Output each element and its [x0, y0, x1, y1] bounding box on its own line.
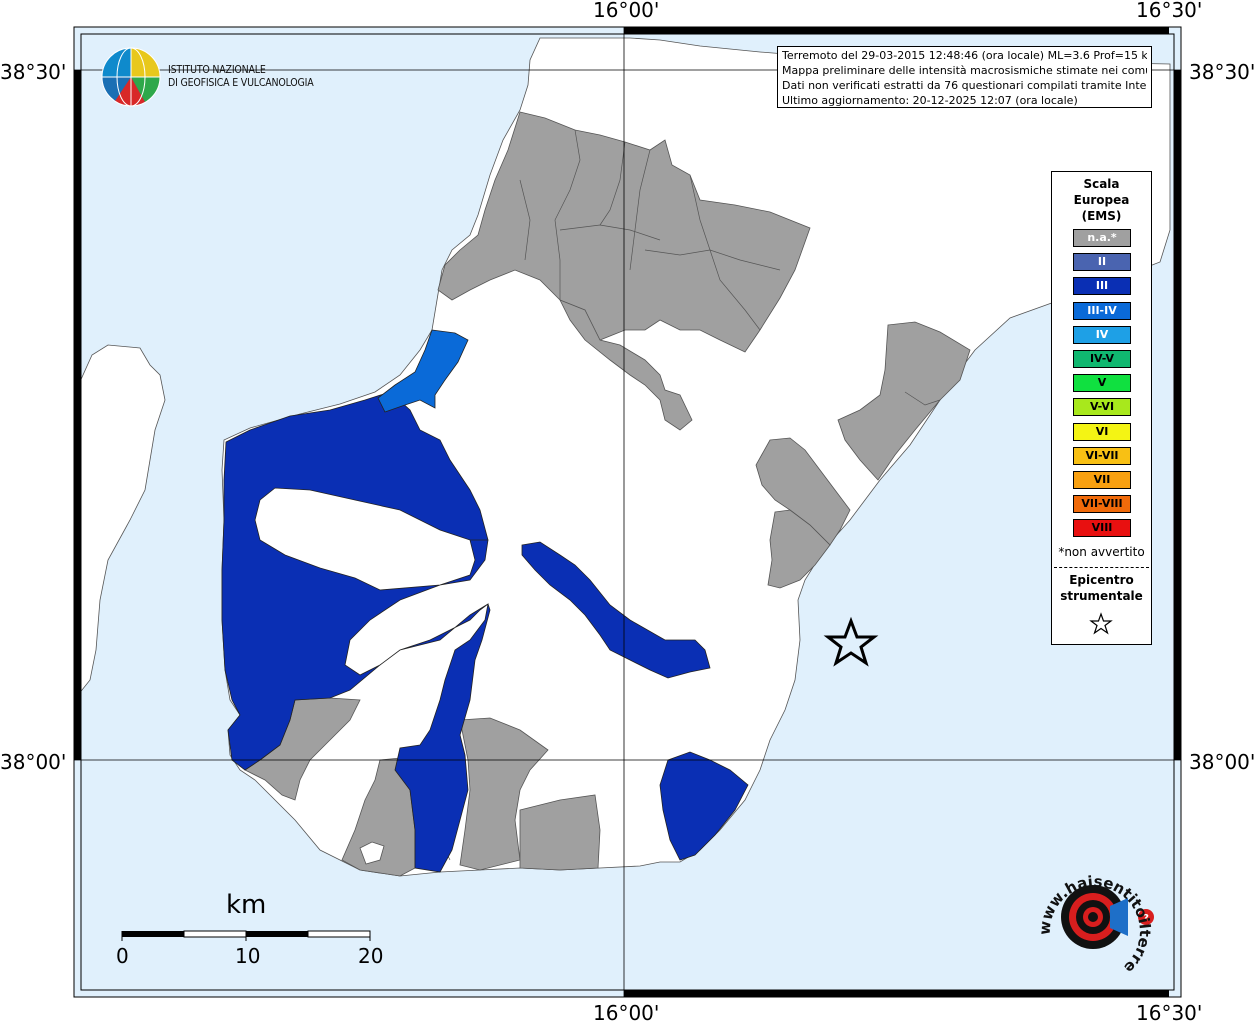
legend-separator	[1054, 567, 1149, 568]
legend-swatch: VI	[1073, 422, 1131, 441]
legend-epicenter-label: Epicentro strumentale	[1052, 572, 1151, 604]
legend-swatch: VIII	[1073, 519, 1131, 538]
ingv-logo-text: ISTITUTO NAZIONALE DI GEOFISICA E VULCAN…	[168, 64, 314, 90]
legend-swatch: IV	[1073, 325, 1131, 344]
lat-label-left-bottom: 38°00'	[0, 750, 67, 774]
legend-swatch: V-VI	[1073, 398, 1131, 417]
land-sicily	[73, 344, 166, 702]
scale-label-0: 0	[116, 944, 129, 968]
legend-swatch: III-IV	[1073, 301, 1131, 320]
legend-title-line-1: Scala	[1083, 177, 1120, 191]
island	[359, 841, 385, 865]
info-line-4: Ultimo aggiornamento: 20-12-2025 12:07 (…	[782, 94, 1078, 107]
legend-title: Scala Europea (EMS)	[1052, 176, 1151, 224]
logo-line-1: ISTITUTO NAZIONALE	[168, 64, 266, 76]
map-frame	[73, 26, 1182, 998]
municipal-boundaries	[429, 129, 941, 861]
legend-swatch: VII-VIII	[1073, 495, 1131, 514]
lon-label-bottom-right: 16°30'	[1136, 1001, 1203, 1025]
lon-label-top-left: 16°00'	[593, 0, 660, 22]
lat-label-left-top: 38°30'	[0, 60, 67, 84]
legend-epicenter-line-2: strumentale	[1060, 589, 1143, 603]
info-line-1: Terremoto del 29-03-2015 12:48:46 (ora l…	[782, 49, 1147, 62]
logo-line-2: DI GEOFISICA E VULCANOLOGIA	[168, 77, 314, 89]
ems-legend: Scala Europea (EMS) n.a.* II III III-IV IV IV…	[1051, 171, 1152, 645]
svg-text:?: ?	[1143, 913, 1149, 924]
lon-label-top-right: 16°30'	[1136, 0, 1203, 22]
ingv-logo-icon	[101, 47, 161, 107]
lon-label-bottom-left: 16°00'	[593, 1001, 660, 1025]
legend-swatch: V	[1073, 374, 1131, 393]
legend-swatch: III	[1073, 277, 1131, 296]
epicenter-star-icon	[823, 616, 879, 667]
legend-star-icon	[1089, 612, 1113, 635]
info-line-2: Mappa preliminare delle intensità macros…	[782, 64, 1147, 77]
scale-label-20: 20	[358, 944, 384, 968]
municipalities-ems-iii	[221, 391, 749, 873]
legend-epicenter-line-1: Epicentro	[1069, 573, 1134, 587]
scale-unit: km	[226, 890, 267, 920]
legend-swatch: II	[1073, 253, 1131, 272]
lat-label-right-top: 38°30'	[1189, 60, 1254, 84]
info-line-3: Dati non verificati estratti da 76 quest…	[782, 79, 1147, 92]
legend-swatch: VI-VII	[1073, 446, 1131, 465]
lat-label-right-bottom: 38°00'	[1189, 750, 1254, 774]
legend-swatch: IV-V	[1073, 350, 1131, 368]
legend-note: *non avvertito	[1058, 545, 1145, 559]
legend-title-line-3: (EMS)	[1081, 209, 1122, 223]
legend-swatch: VII	[1073, 471, 1131, 489]
legend-title-line-2: Europea	[1073, 193, 1130, 207]
scale-bar	[121, 930, 371, 941]
legend-swatch: n.a.*	[1073, 229, 1131, 247]
municipality-ems-iii-iv	[377, 329, 469, 413]
event-info-box: Terremoto del 29-03-2015 12:48:46 (ora l…	[777, 46, 1152, 108]
scale-label-10: 10	[235, 944, 261, 968]
